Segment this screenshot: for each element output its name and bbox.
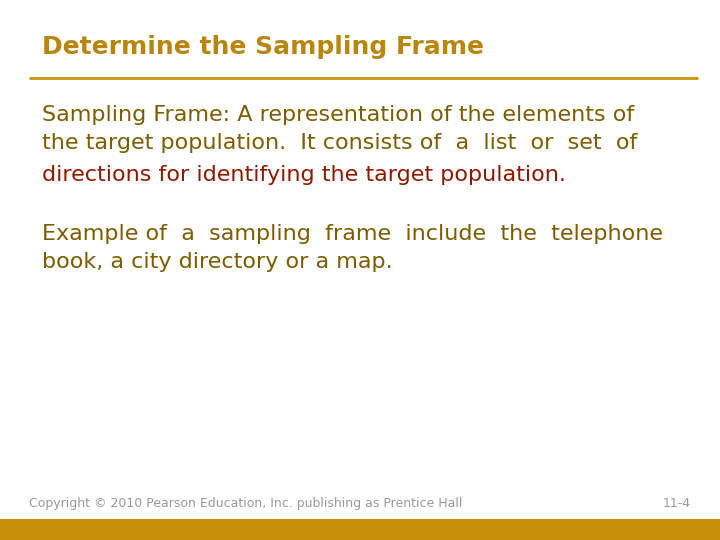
FancyBboxPatch shape xyxy=(0,519,720,540)
Text: Sampling Frame: A representation of the elements of
the target population.  It c: Sampling Frame: A representation of the … xyxy=(42,105,637,153)
Text: Copyright © 2010 Pearson Education, Inc. publishing as Prentice Hall: Copyright © 2010 Pearson Education, Inc.… xyxy=(29,497,462,510)
Text: directions for identifying the target population.: directions for identifying the target po… xyxy=(42,165,566,185)
Text: Example of  a  sampling  frame  include  the  telephone
book, a city directory o: Example of a sampling frame include the … xyxy=(42,224,662,272)
Text: Determine the Sampling Frame: Determine the Sampling Frame xyxy=(42,35,484,59)
Text: 11-4: 11-4 xyxy=(663,497,691,510)
